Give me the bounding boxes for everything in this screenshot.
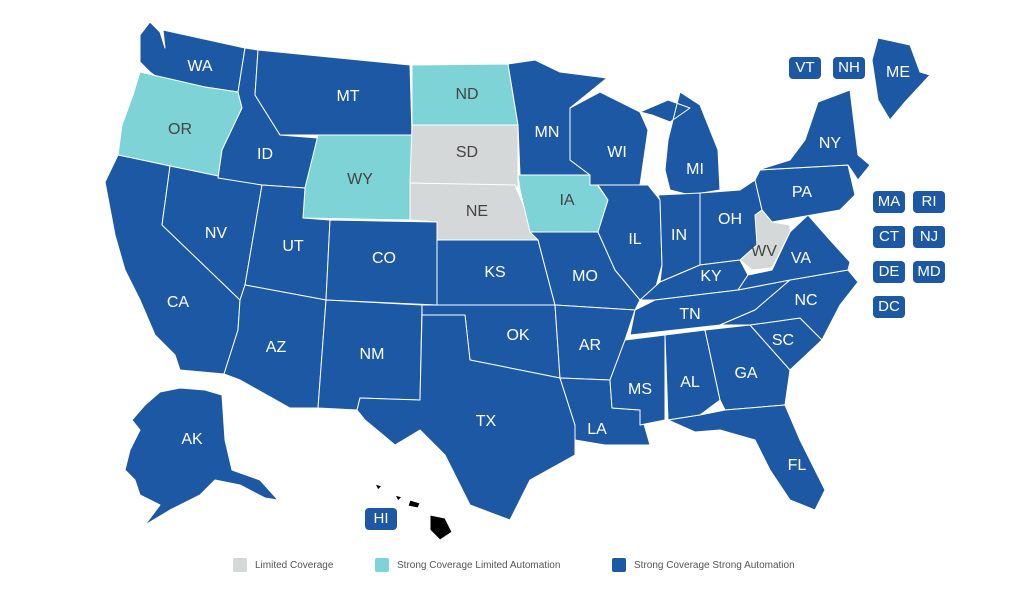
legend-item-strong-limited: Strong Coverage Limited Automation — [375, 558, 560, 572]
legend-swatch — [375, 558, 389, 572]
state-box-NJ[interactable]: NJ — [913, 226, 945, 248]
legend-item-strong-strong: Strong Coverage Strong Automation — [612, 558, 795, 572]
state-PA[interactable] — [754, 164, 856, 223]
state-box-NH[interactable]: NH — [833, 57, 865, 79]
state-CO[interactable] — [325, 219, 438, 306]
state-AK[interactable] — [124, 387, 279, 526]
state-NM[interactable] — [317, 299, 423, 411]
legend-item-limited: Limited Coverage — [233, 558, 333, 572]
state-KS[interactable] — [436, 239, 556, 306]
state-box-CT[interactable]: CT — [873, 226, 905, 248]
state-WY[interactable] — [302, 134, 413, 221]
state-MT[interactable] — [254, 49, 413, 136]
state-VA[interactable] — [737, 214, 851, 291]
legend-swatch — [233, 558, 247, 572]
state-ME[interactable] — [871, 37, 931, 121]
legend-label: Strong Coverage Strong Automation — [634, 559, 795, 571]
state-FL[interactable] — [667, 404, 826, 511]
state-SD[interactable] — [409, 124, 519, 189]
legend: Limited Coverage Strong Coverage Limited… — [0, 558, 1024, 572]
state-box-DC[interactable]: DC — [873, 296, 905, 318]
legend-label: Strong Coverage Limited Automation — [397, 559, 561, 571]
legend-label: Limited Coverage — [255, 559, 334, 571]
legend-swatch — [612, 558, 626, 572]
state-box-RI[interactable]: RI — [913, 191, 945, 213]
state-box-DE[interactable]: DE — [873, 261, 905, 283]
state-MI[interactable] — [639, 91, 721, 196]
state-box-VT[interactable]: VT — [789, 57, 821, 79]
state-AZ[interactable] — [223, 284, 327, 409]
state-ND[interactable] — [411, 63, 519, 126]
state-box-MA[interactable]: MA — [873, 191, 905, 213]
state-box-MD[interactable]: MD — [913, 261, 945, 283]
state-NY[interactable] — [757, 89, 871, 181]
state-NC[interactable] — [719, 269, 859, 341]
state-TX[interactable] — [356, 314, 576, 521]
state-HI[interactable] — [374, 483, 453, 541]
state-AL[interactable] — [664, 329, 721, 421]
state-box-HI[interactable]: HI — [365, 508, 397, 530]
